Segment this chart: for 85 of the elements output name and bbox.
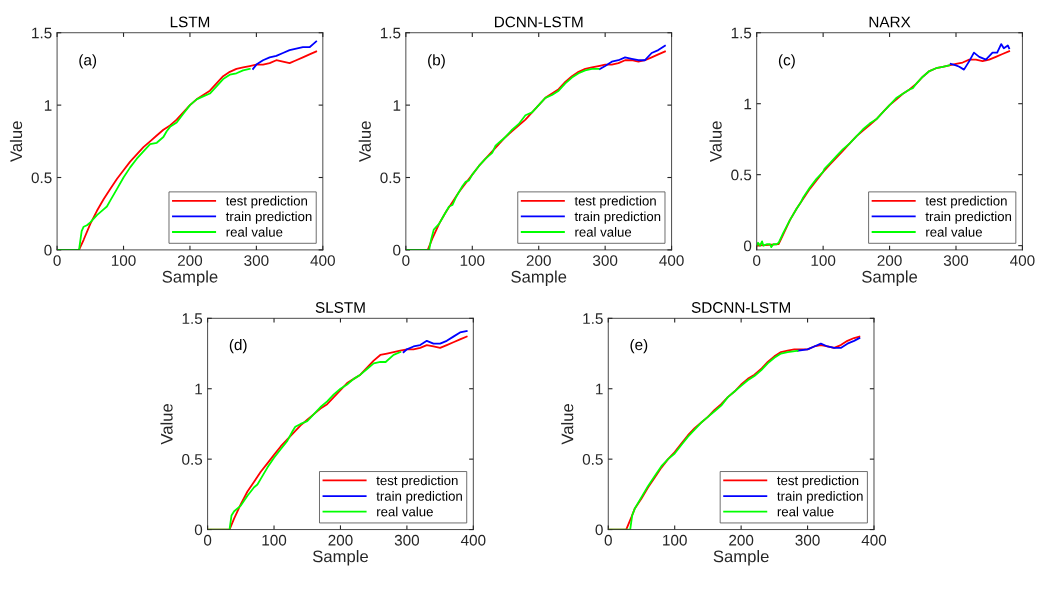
- chart-title: NARX: [869, 16, 911, 28]
- chart-title: DCNN-LSTM: [494, 16, 583, 28]
- annotation: (a): [79, 54, 97, 69]
- y-tick-label: 0: [393, 244, 401, 256]
- x-tick-label: 400: [1010, 255, 1035, 266]
- legend-label: test prediction: [777, 475, 859, 488]
- x-tick-label: 400: [310, 255, 335, 266]
- y-tick-label: 1: [393, 100, 401, 111]
- legend-label: train prediction: [376, 491, 462, 504]
- y-tick-label: 1.5: [380, 27, 401, 39]
- x-tick-label: 0: [203, 534, 212, 546]
- y-tick-label: 0: [44, 244, 52, 256]
- x-tick-label: 300: [943, 255, 969, 266]
- x-tick-label: 200: [328, 534, 353, 546]
- y-tick-label: 1.5: [182, 313, 203, 325]
- legend-label: real value: [575, 227, 632, 237]
- y-axis-title: Value: [358, 121, 371, 162]
- x-tick-label: 400: [460, 534, 486, 546]
- x-tick-label: 0: [53, 255, 61, 266]
- x-tick-label: 400: [659, 255, 684, 266]
- y-tick-label: 1.5: [32, 27, 52, 39]
- legend-label: real value: [377, 506, 433, 517]
- x-axis-title: Sample: [312, 550, 368, 566]
- x-tick-label: 300: [795, 534, 820, 546]
- x-axis-title: Sample: [862, 270, 918, 286]
- x-tick-label: 200: [729, 534, 754, 546]
- x-tick-label: 0: [753, 255, 761, 266]
- x-tick-label: 200: [877, 255, 902, 266]
- y-axis-title: Value: [9, 121, 23, 162]
- x-tick-label: 0: [402, 255, 410, 266]
- y-tick-label: 1: [44, 100, 52, 111]
- x-tick-label: 100: [111, 255, 136, 266]
- y-axis-title: Value: [709, 121, 722, 162]
- chart-title: LSTM: [170, 16, 210, 28]
- y-tick-label: 1.5: [731, 27, 752, 39]
- x-tick-label: 200: [526, 255, 551, 266]
- line-series: [598, 44, 666, 70]
- legend-label: test prediction: [574, 195, 656, 209]
- legend-label: train prediction: [225, 211, 312, 224]
- y-tick-label: 1: [195, 383, 202, 395]
- line-series: [252, 40, 318, 70]
- legend-label: train prediction: [777, 491, 863, 504]
- x-tick-label: 100: [460, 255, 485, 266]
- x-tick-label: 100: [811, 255, 836, 266]
- x-tick-label: 300: [244, 255, 269, 266]
- legend-label: real value: [777, 506, 834, 517]
- y-axis-title: Value: [561, 403, 574, 445]
- legend-label: real value: [226, 227, 283, 237]
- legend-label: test prediction: [376, 475, 458, 488]
- y-axis-title: Value: [160, 403, 173, 445]
- y-tick-label: 0: [743, 240, 752, 252]
- x-tick-label: 100: [262, 534, 287, 546]
- y-tick-label: 0.5: [182, 454, 203, 465]
- line-series: [796, 337, 861, 352]
- y-tick-label: 0.5: [731, 169, 752, 181]
- x-tick-label: 300: [394, 534, 420, 546]
- x-tick-label: 100: [663, 534, 687, 546]
- y-tick-label: 0: [595, 524, 603, 536]
- y-tick-label: 0.5: [582, 454, 603, 465]
- line-series: [402, 330, 468, 354]
- legend-label: test prediction: [225, 195, 308, 209]
- annotation: (b): [428, 54, 445, 69]
- chart-title: SLSTM: [315, 302, 365, 313]
- y-tick-label: 1.5: [583, 313, 603, 325]
- legend-label: train prediction: [925, 211, 1012, 224]
- y-tick-label: 1: [596, 383, 603, 395]
- x-tick-label: 300: [592, 255, 618, 266]
- y-tick-label: 0: [194, 524, 203, 536]
- legend-label: real value: [926, 227, 982, 237]
- y-tick-label: 1: [744, 98, 752, 110]
- annotation: (c): [778, 54, 795, 69]
- x-tick-label: 0: [604, 534, 612, 546]
- line-series: [949, 43, 1011, 71]
- annotation: (e): [630, 338, 648, 354]
- chart-title: SDCNN-LSTM: [691, 302, 790, 313]
- x-tick-label: 200: [177, 255, 203, 266]
- legend-label: test prediction: [925, 195, 1007, 209]
- y-tick-label: 0.5: [380, 172, 401, 184]
- annotation: (d): [229, 338, 247, 354]
- x-axis-title: Sample: [713, 550, 769, 566]
- x-axis-title: Sample: [162, 270, 218, 286]
- y-tick-label: 0.5: [31, 172, 52, 184]
- x-axis-title: Sample: [511, 270, 567, 286]
- x-tick-label: 400: [861, 534, 887, 546]
- legend-label: train prediction: [574, 211, 661, 224]
